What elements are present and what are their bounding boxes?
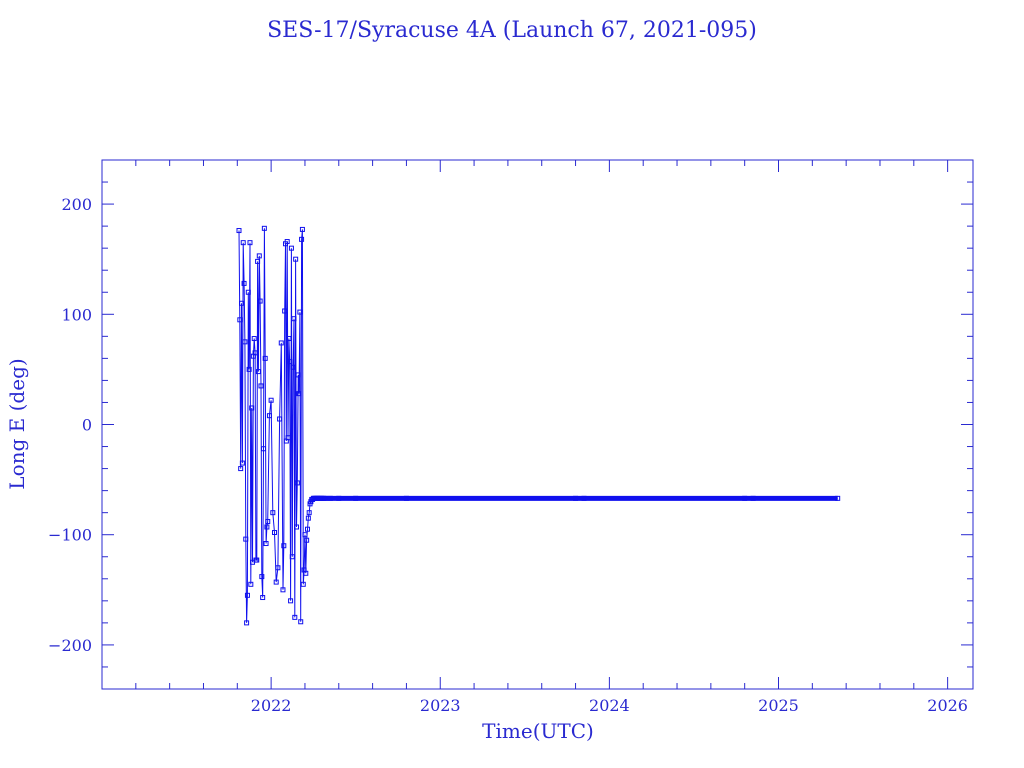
data-point — [289, 554, 295, 560]
data-point — [835, 495, 841, 501]
data-point — [403, 495, 409, 501]
y-tick-label: 0 — [82, 416, 92, 435]
data-point — [237, 317, 243, 323]
data-point — [263, 541, 269, 547]
data-point — [750, 495, 756, 501]
data-point — [252, 350, 258, 356]
data-point — [288, 245, 294, 251]
data-point — [581, 495, 587, 501]
data-point — [296, 391, 302, 397]
y-tick-label: 100 — [61, 305, 92, 324]
data-point — [300, 581, 306, 587]
data-point — [257, 298, 263, 304]
data-point — [278, 340, 284, 346]
data-point — [288, 598, 294, 604]
plot-frame — [101, 159, 974, 690]
data-point — [322, 495, 328, 501]
data-point — [291, 316, 297, 322]
x-tick-label: 2025 — [758, 696, 799, 715]
data-point — [245, 289, 251, 295]
axis-tick-labels: 2022 2023 2024 2025 2026 200 100 0 −100 −200 — [48, 195, 968, 715]
data-point — [259, 574, 265, 580]
data-point — [299, 226, 305, 232]
data-point — [273, 579, 279, 585]
chart-title: SES-17/Syracuse 4A (Launch 67, 2021-095) — [267, 18, 757, 43]
data-point — [239, 460, 245, 466]
x-tick-label: 2023 — [420, 696, 461, 715]
data-point — [255, 369, 261, 375]
data-point — [287, 359, 293, 365]
data-point — [265, 518, 271, 524]
data-point — [303, 570, 309, 576]
data-point — [281, 543, 287, 549]
data-point — [573, 495, 579, 501]
x-tick-label: 2022 — [251, 696, 292, 715]
data-point — [336, 495, 342, 501]
x-axis-label: Time(UTC) — [482, 719, 594, 743]
data-point — [282, 308, 288, 314]
data-point — [236, 228, 242, 234]
data-point — [248, 581, 254, 587]
data-point — [256, 253, 262, 259]
data-point — [246, 366, 252, 372]
data-point — [262, 355, 268, 361]
data-point — [238, 466, 244, 472]
series-longitude — [236, 225, 841, 626]
x-tick-label: 2024 — [589, 696, 630, 715]
y-tick-label: −200 — [48, 636, 92, 655]
data-point — [239, 300, 245, 306]
series-line — [238, 228, 838, 623]
data-point — [305, 515, 311, 521]
x-tick-label: 2026 — [927, 696, 968, 715]
data-point — [280, 587, 286, 593]
data-point — [266, 413, 272, 419]
data-point — [247, 240, 253, 246]
data-point — [299, 236, 305, 242]
data-point — [285, 435, 291, 441]
data-point — [304, 526, 310, 532]
data-point — [353, 495, 359, 501]
data-point — [244, 620, 250, 626]
data-point — [275, 565, 281, 571]
data-point — [306, 510, 312, 516]
data-point — [304, 537, 310, 543]
y-tick-label: 200 — [61, 195, 92, 214]
data-point — [293, 256, 299, 262]
data-point — [298, 619, 304, 625]
data-point — [241, 280, 247, 286]
data-point — [297, 309, 303, 315]
data-point — [264, 524, 270, 530]
data-point — [261, 446, 267, 452]
data-point — [251, 336, 257, 342]
data-point — [294, 480, 300, 486]
data-point — [260, 595, 266, 601]
data-point — [327, 495, 333, 501]
data-point — [290, 364, 296, 370]
data-point — [277, 416, 283, 422]
data-point — [293, 524, 299, 530]
data-point — [284, 239, 290, 245]
y-tick-label: −100 — [48, 526, 92, 545]
axis-ticks — [102, 159, 973, 690]
data-point — [270, 510, 276, 516]
data-point — [255, 258, 261, 264]
data-point — [286, 336, 292, 342]
data-point — [292, 614, 298, 620]
data-point — [295, 372, 301, 378]
data-point — [261, 225, 267, 231]
data-point — [242, 339, 248, 345]
data-point — [254, 557, 260, 563]
data-point — [243, 536, 249, 542]
data-point — [272, 530, 278, 536]
y-axis-label: Long E (deg) — [5, 358, 29, 489]
data-point — [268, 397, 274, 403]
data-point — [742, 495, 748, 501]
data-point — [302, 532, 308, 538]
data-point — [258, 383, 264, 389]
data-point — [240, 240, 246, 246]
data-point — [244, 592, 250, 598]
data-point — [249, 405, 255, 411]
